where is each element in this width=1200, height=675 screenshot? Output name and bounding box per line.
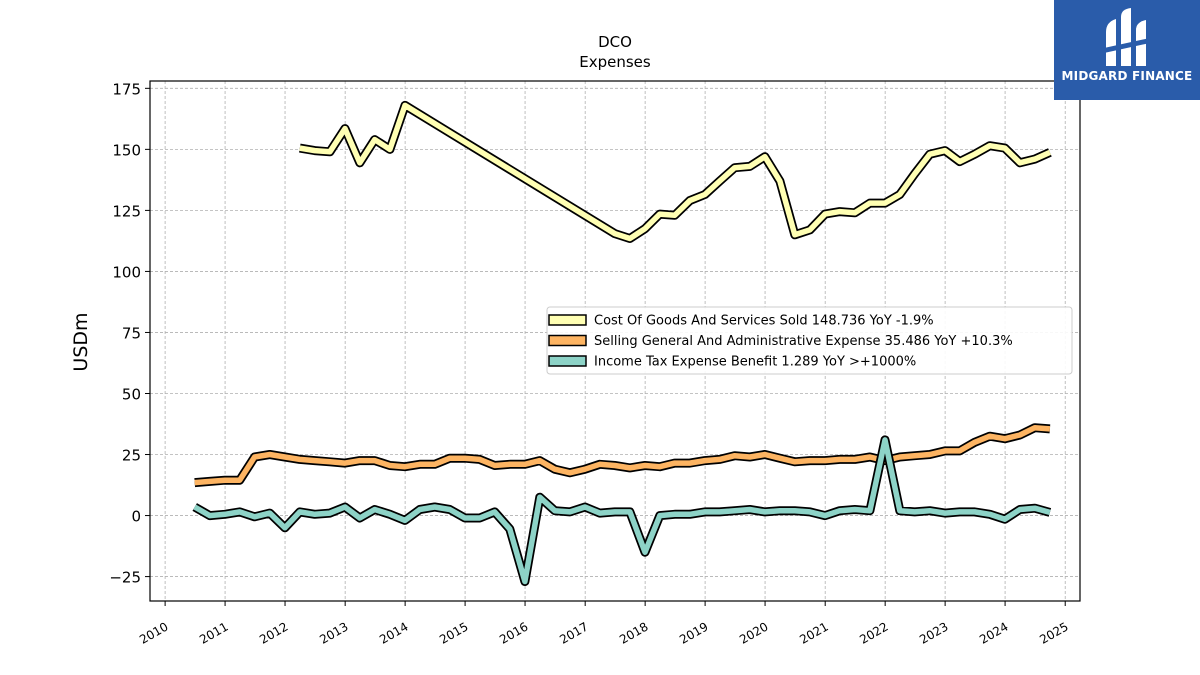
chart-title: DCO (598, 33, 632, 51)
x-tick-label: 2023 (917, 619, 950, 646)
series-line-0 (299, 100, 1052, 243)
y-tick-label: 150 (112, 141, 141, 159)
y-tick-label: 25 (122, 447, 141, 465)
x-tick-label: 2018 (617, 619, 650, 646)
series-line-fill (194, 424, 1051, 486)
x-tick-label: 2014 (377, 619, 410, 646)
x-tick-label: 2016 (497, 619, 530, 646)
y-tick-label: 75 (122, 324, 141, 342)
series-line-fill (299, 102, 1052, 242)
y-tick-label: 125 (112, 202, 141, 220)
legend-entry: Income Tax Expense Benefit 1.289 YoY >+1… (594, 355, 916, 370)
plot-frame (149, 80, 1081, 602)
x-tick-label: 2021 (797, 619, 830, 646)
logo-mark-icon (1104, 8, 1150, 66)
legend-swatch (548, 334, 587, 347)
x-tick-label: 2024 (977, 619, 1010, 646)
legend-entry: Selling General And Administrative Expen… (594, 334, 1013, 349)
series-layer (192, 100, 1052, 586)
y-tick-label: 50 (122, 385, 141, 403)
x-tick-label: 2019 (677, 619, 710, 646)
y-tick-label: 0 (131, 508, 141, 526)
series-line-outline (299, 100, 1052, 243)
y-ticks: −25 0 25 50 75 100 125 150 175 (109, 80, 150, 587)
y-tick-label: −25 (109, 569, 141, 587)
x-tick-label: 2011 (197, 619, 230, 646)
legend-swatch (548, 355, 587, 367)
x-tick-label: 2020 (737, 619, 770, 646)
x-tick-label: 2010 (137, 619, 170, 646)
x-tick-label: 2025 (1037, 619, 1070, 646)
chart-subtitle: Expenses (579, 53, 651, 71)
x-tick-label: 2017 (557, 619, 590, 646)
series-line-1 (194, 423, 1051, 488)
legend-entry: Cost Of Goods And Services Sold 148.736 … (594, 314, 934, 329)
x-tick-label: 2012 (257, 619, 290, 646)
legend: Cost Of Goods And Services Sold 148.736 … (546, 306, 1073, 375)
legend-swatch (548, 314, 587, 326)
x-tick-label: 2015 (437, 619, 470, 646)
series-line-fill (193, 437, 1051, 585)
y-tick-label: 100 (112, 263, 141, 281)
logo-text: MIDGARD FINANCE (1061, 69, 1193, 83)
y-tick-label: 175 (112, 80, 141, 98)
y-axis-label: USDm (70, 312, 92, 371)
legend-box (546, 306, 1073, 375)
x-ticks: 2010 2011 2012 2013 2014 2015 2016 2017 2018 2019… (137, 601, 1071, 647)
x-tick-label: 2013 (317, 619, 350, 646)
x-tick-label: 2022 (857, 619, 890, 646)
series-line-2 (192, 435, 1052, 586)
midgard-finance-logo: MIDGARD FINANCE (1054, 0, 1200, 100)
